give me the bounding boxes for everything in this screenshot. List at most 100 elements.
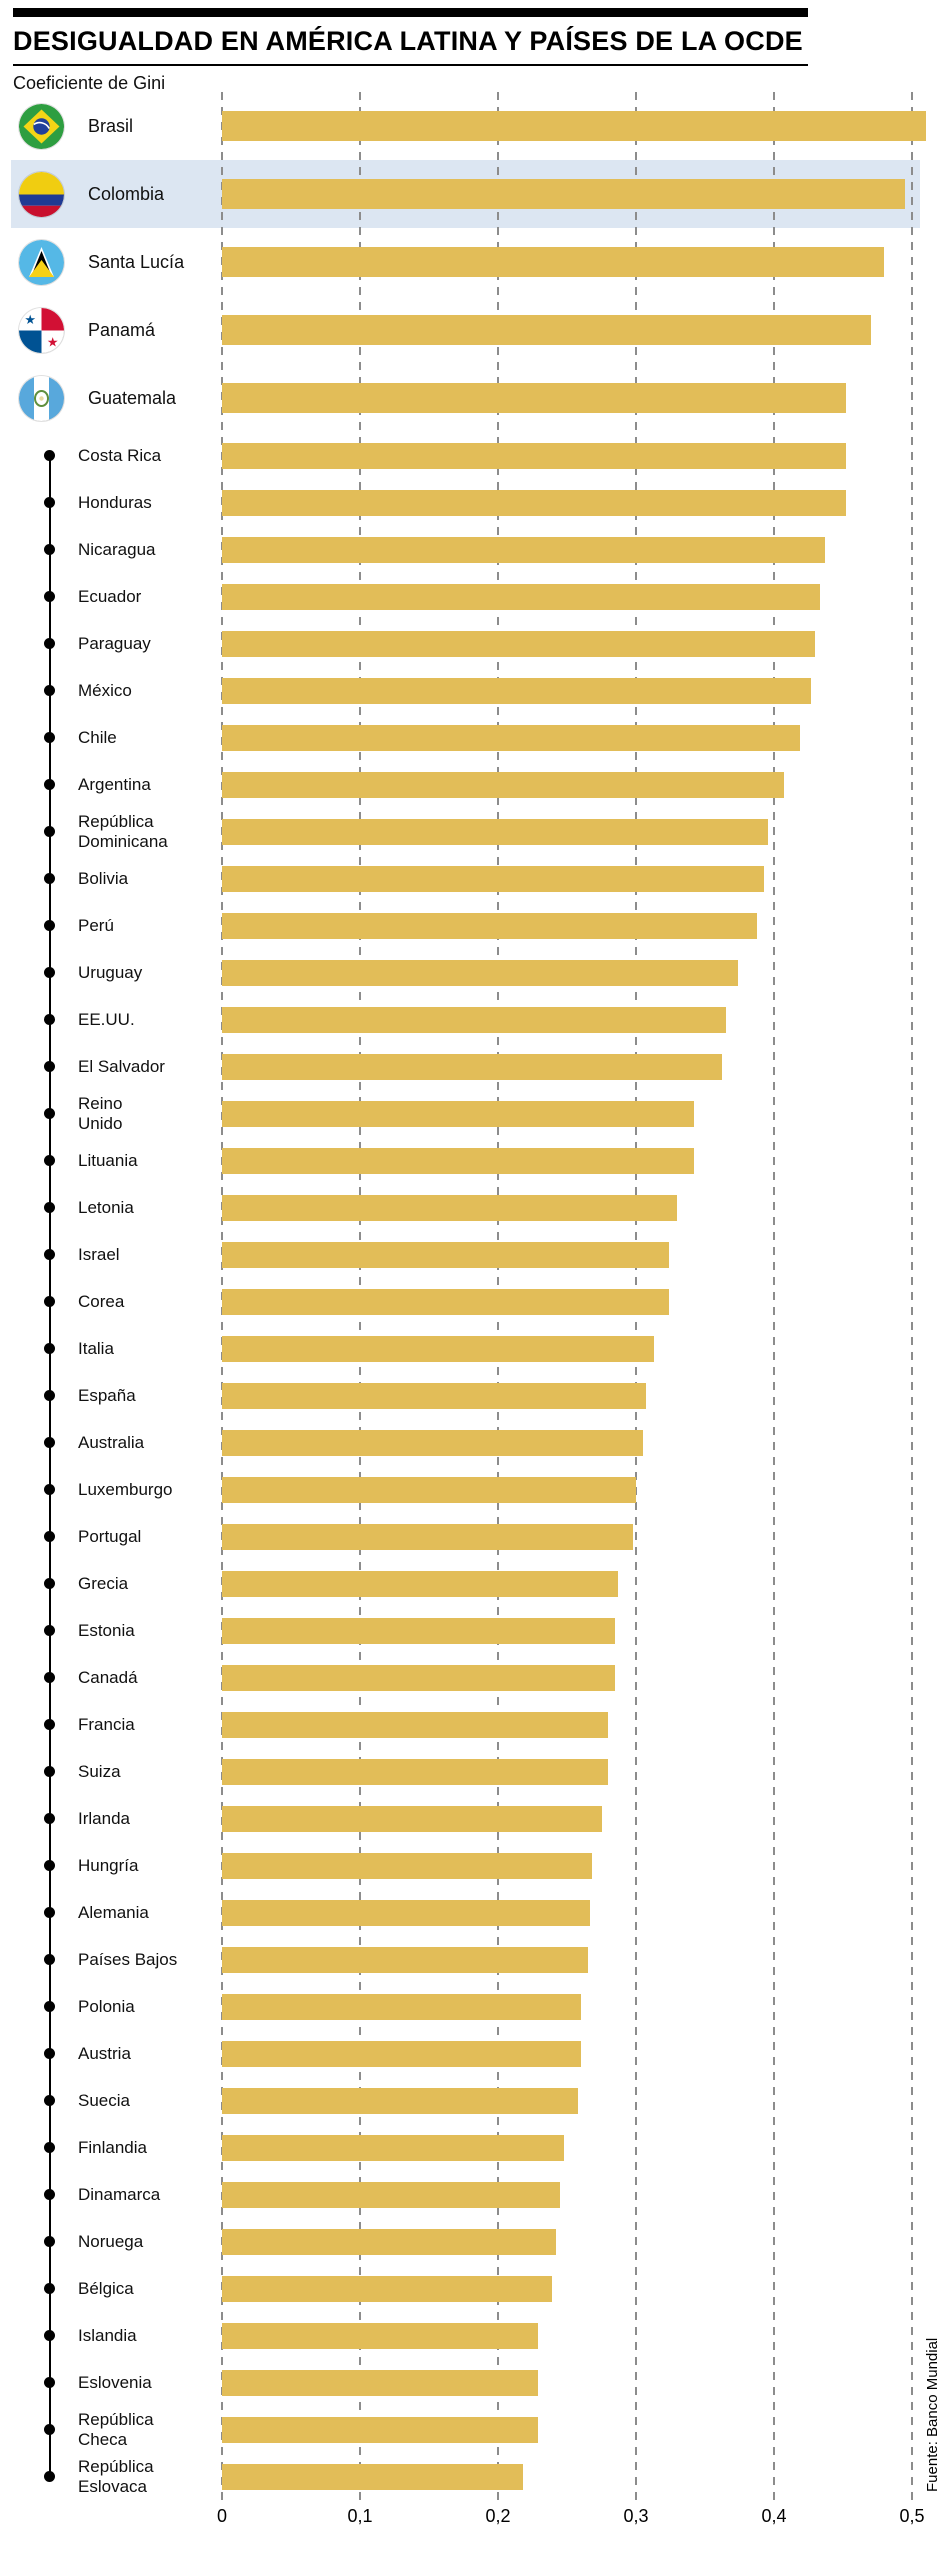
country-label: Brasil	[88, 115, 134, 136]
list-bullet-dot	[44, 2471, 55, 2482]
list-bullet-dot	[44, 732, 55, 743]
country-label: Israel	[78, 1244, 120, 1264]
country-label: Bélgica	[78, 2278, 134, 2298]
country-label: Uruguay	[78, 962, 143, 982]
guatemala-flag-icon	[19, 375, 64, 421]
x-axis-tick-label: 0,1	[347, 2506, 373, 2526]
country-label: Finlandia	[78, 2137, 147, 2157]
gini-bar	[222, 630, 816, 657]
list-bullet-dot	[44, 2424, 55, 2435]
list-bullet-dot	[44, 1437, 55, 1448]
country-label: Noruega	[78, 2231, 144, 2251]
title-underline	[13, 64, 808, 66]
country-label: Polonia	[78, 1996, 135, 2016]
country-label: Bolivia	[78, 868, 129, 888]
santa-lucia-flag-icon	[19, 239, 64, 285]
country-label: Argentina	[78, 774, 151, 794]
country-label: Perú	[78, 915, 114, 935]
country-label: El Salvador	[78, 1056, 165, 1076]
list-bullet-dot	[44, 1202, 55, 1213]
gini-bar	[222, 2275, 552, 2302]
gini-bar	[222, 2228, 556, 2255]
country-label: Panamá	[88, 319, 156, 340]
gini-bar	[222, 2181, 561, 2208]
country-label: Paraguay	[78, 633, 151, 653]
chart-subtitle: Coeficiente de Gini	[13, 73, 166, 93]
list-bullet-dot	[44, 591, 55, 602]
gini-bar	[222, 383, 846, 413]
country-label: Australia	[78, 1432, 145, 1452]
x-axis-tick-label: 0	[216, 2506, 228, 2526]
list-bullet-dot	[44, 1813, 55, 1824]
country-label: Chile	[78, 727, 117, 747]
list-bullet-dot	[44, 1390, 55, 1401]
gini-bar	[222, 1993, 581, 2020]
gini-bar	[222, 1946, 588, 1973]
svg-text:★: ★	[24, 312, 36, 327]
bullet-connector-line	[49, 455, 51, 2477]
title-top-rule	[13, 8, 808, 17]
x-axis-tick-label: 0,4	[761, 2506, 787, 2526]
list-bullet-dot	[44, 1860, 55, 1871]
list-bullet-dot	[44, 967, 55, 978]
list-bullet-dot	[44, 1719, 55, 1730]
list-bullet-dot	[44, 826, 55, 837]
panama-flag-icon: ★ ★	[19, 307, 64, 353]
list-bullet-dot	[44, 1531, 55, 1542]
gini-bar	[222, 247, 885, 277]
list-bullet-dot	[44, 779, 55, 790]
gini-bar	[222, 1053, 722, 1080]
list-bullet-dot	[44, 1766, 55, 1777]
list-bullet-dot	[44, 1343, 55, 1354]
gini-bar	[222, 1570, 619, 1597]
gini-bar	[222, 2369, 539, 2396]
gini-bar	[222, 489, 846, 516]
list-bullet-dot	[44, 2283, 55, 2294]
list-bullet-dot	[44, 1108, 55, 1119]
list-bullet-dot	[44, 450, 55, 461]
gini-bar	[222, 583, 820, 610]
gini-bar	[222, 724, 801, 751]
country-label: Ecuador	[78, 586, 142, 606]
list-bullet-dot	[44, 1061, 55, 1072]
list-bullet-dot	[44, 1578, 55, 1589]
gridline	[773, 92, 775, 2500]
list-bullet-dot	[44, 2048, 55, 2059]
x-axis-tick-label: 0,5	[899, 2506, 925, 2526]
gini-bar	[222, 2134, 565, 2161]
list-bullet-dot	[44, 873, 55, 884]
country-label: República Eslovaca	[78, 2457, 154, 2496]
gini-bar	[222, 1852, 592, 1879]
country-label: Hungría	[78, 1855, 139, 1875]
list-bullet-dot	[44, 1625, 55, 1636]
gini-bar	[222, 1711, 609, 1738]
list-bullet-dot	[44, 2330, 55, 2341]
gini-bar	[222, 1288, 670, 1315]
country-label: Suecia	[78, 2090, 130, 2110]
list-bullet-dot	[44, 1954, 55, 1965]
gini-bar	[222, 677, 812, 704]
country-label: Austria	[78, 2043, 131, 2063]
country-label: Irlanda	[78, 1808, 130, 1828]
country-label: Italia	[78, 1338, 114, 1358]
country-label: Estonia	[78, 1620, 135, 1640]
country-label: Países Bajos	[78, 1949, 178, 1969]
gini-bar	[222, 2416, 539, 2443]
country-label: Alemania	[78, 1902, 149, 1922]
gini-bar	[222, 1147, 694, 1174]
country-label: Santa Lucía	[88, 251, 185, 272]
gini-bar	[222, 1805, 602, 1832]
country-label: Francia	[78, 1714, 135, 1734]
gini-bar	[222, 1429, 643, 1456]
gini-bar	[222, 2322, 539, 2349]
gini-bar	[222, 2463, 523, 2490]
gini-bar	[222, 1241, 670, 1268]
country-label: Colombia	[88, 183, 165, 204]
country-label: República Checa	[78, 2410, 154, 2449]
gini-bar	[222, 771, 784, 798]
country-label: Suiza	[78, 1761, 121, 1781]
country-label: España	[78, 1385, 136, 1405]
svg-text:★: ★	[47, 334, 59, 349]
